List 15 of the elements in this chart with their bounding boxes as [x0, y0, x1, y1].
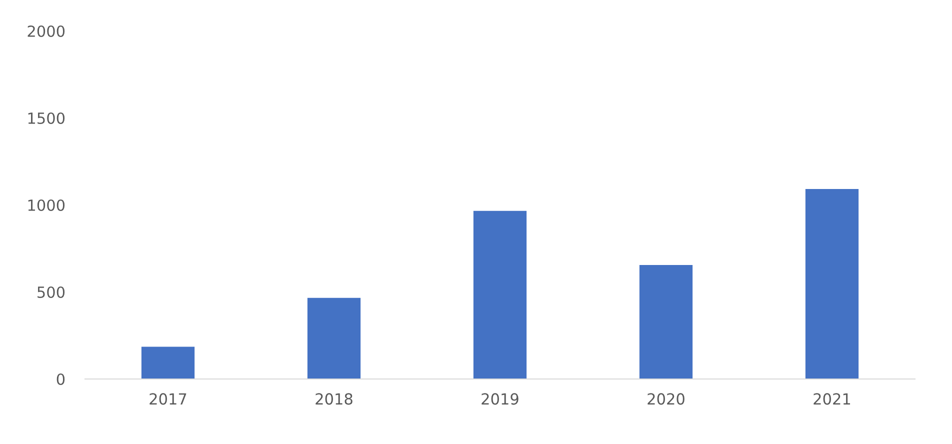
bar	[473, 210, 527, 379]
y-tick-label: 1000	[28, 199, 65, 212]
bar	[141, 346, 195, 379]
y-tick-label: 1500	[28, 112, 65, 124]
bar	[307, 298, 361, 379]
x-tick-label: 2018	[316, 393, 352, 405]
y-tick-label: 0	[56, 373, 65, 386]
x-tick-label: 2020	[648, 393, 684, 405]
y-tick-label: 500	[38, 286, 65, 298]
y-tick-label: 2000	[28, 25, 65, 38]
x-tick-label: 2017	[150, 393, 186, 405]
bar	[639, 265, 693, 379]
bar	[805, 188, 859, 379]
x-tick-label: 2019	[482, 393, 518, 405]
x-tick-label: 2021	[814, 393, 850, 405]
